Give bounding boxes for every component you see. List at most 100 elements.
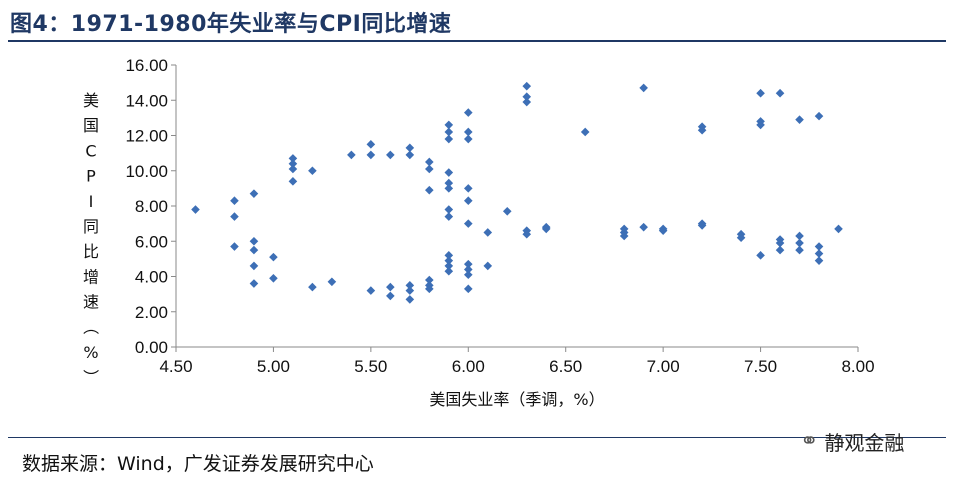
data-point [288,154,298,163]
watermark-text: 静观金融 [824,431,905,455]
data-point [814,256,824,265]
data-point [425,185,434,195]
data-point [444,127,454,137]
data-point [795,231,804,241]
data-point [795,245,804,255]
data-point [795,238,804,248]
data-point [697,125,707,135]
data-point [425,164,434,174]
data-point [405,286,415,295]
data-point [463,219,473,228]
data-point [736,233,746,243]
data-point [444,134,454,144]
data-point [249,245,259,255]
data-point [308,166,317,176]
data-point [658,226,668,235]
data-point [230,196,239,206]
data-point [444,184,454,193]
x-tick-label: 8.00 [841,357,874,376]
data-point [327,277,337,287]
y-axis-label-char: 同 [83,217,99,236]
y-axis-label-char: 美 [83,91,99,110]
y-axis-label-char: 增 [83,267,99,286]
data-points [191,81,843,304]
y-tick-label: 14.00 [125,91,168,110]
data-point [775,88,785,98]
data-point [541,224,551,234]
x-axis-label: 美国失业率（季调，%） [429,390,604,409]
data-point [814,111,824,121]
y-tick-label: 8.00 [135,197,168,216]
data-point [619,231,629,241]
data-point [269,273,278,283]
data-point [405,295,415,304]
x-tick-label: 6.00 [452,357,485,376]
data-point [639,222,648,232]
y-tick-label: 4.00 [135,268,168,287]
data-point [444,251,454,260]
data-point [444,168,454,177]
data-point [249,279,259,288]
data-point [230,212,239,221]
data-point [463,270,473,280]
data-point [288,177,298,186]
y-axis-label-char: 比 [83,242,99,261]
data-point [444,120,454,130]
tick-labels: 0.00 2.00 4.00 6.00 8.00 10.00 12.00 14.00 16.00… [125,56,874,376]
wechat-icon: ⚭ [800,429,819,454]
data-point [814,249,824,258]
data-point [386,150,395,160]
y-axis-label-char: P [86,167,96,186]
data-point [386,291,395,301]
data-point [269,252,278,262]
data-point [425,284,434,294]
data-point [444,205,454,214]
data-point [756,88,765,98]
data-point [405,150,415,160]
data-point [230,242,239,251]
watermark: ⚭ 静观金融 [800,427,904,456]
x-tick-label: 7.50 [744,357,777,376]
data-point [444,266,454,276]
data-point [249,236,259,246]
y-tick-label: 2.00 [135,303,168,322]
data-point [775,245,785,255]
y-tick-label: 10.00 [125,162,168,181]
data-point [191,205,200,214]
data-point [580,127,590,137]
data-point [795,115,804,124]
title-divider [8,40,946,42]
data-point [249,261,259,271]
data-point [639,83,648,93]
data-point [522,81,532,91]
data-point [463,265,473,274]
source-note: 数据来源：Wind，广发证券发展研究中心 [22,453,374,475]
x-tick-label: 7.00 [647,357,680,376]
data-point [249,189,259,198]
data-point [444,256,454,265]
y-axis-label-char: （ [81,319,100,335]
data-point [483,228,493,237]
data-point [463,184,473,193]
y-axis-label-char: % [83,343,98,362]
data-point [463,196,473,206]
data-point [502,206,512,216]
data-point [756,120,765,130]
data-point [405,281,415,290]
data-point [483,261,493,271]
chart-axes [171,64,859,352]
x-tick-label: 5.00 [257,357,290,376]
data-point [366,286,376,295]
data-point [814,242,824,251]
data-point [463,259,473,269]
x-tick-label: 6.50 [549,357,582,376]
data-point [834,224,843,234]
y-axis-label-char: 国 [83,116,99,135]
data-point [463,127,473,137]
footer-divider [8,437,946,438]
data-point [697,221,707,230]
y-axis-label-char: 速 [83,293,99,312]
data-point [463,134,473,144]
